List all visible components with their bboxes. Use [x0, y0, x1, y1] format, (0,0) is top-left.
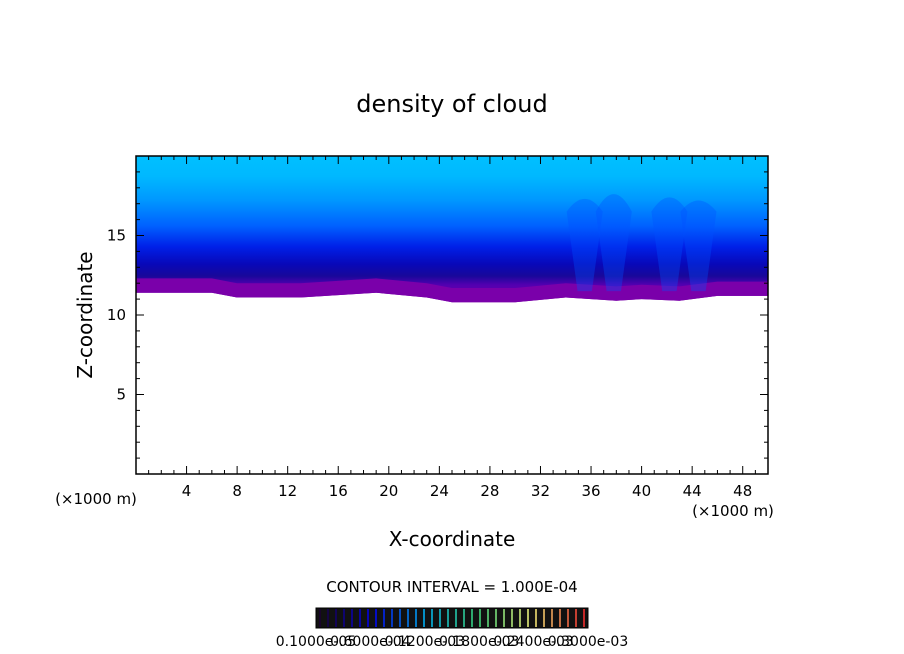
- colorbar-tick-label: 0.2400e-03: [493, 634, 573, 650]
- colorbar-tick-label: 0.1800e-03: [439, 634, 519, 650]
- y-tick-label: 5: [116, 386, 126, 404]
- colorbar-tick-label: 0.3000e-03: [548, 634, 628, 650]
- colorbar-tick-label: 0.1000e-05: [276, 634, 356, 650]
- convective-tower-0: [566, 198, 603, 292]
- colorbar-frame: [315, 607, 589, 629]
- cloud-base-band: [136, 278, 768, 303]
- cloud-features: [136, 194, 768, 303]
- chart-title: density of cloud: [356, 90, 547, 118]
- x-unit-right: (×1000 m): [692, 502, 774, 520]
- colorbar-tick-label: 0.1200e-03: [385, 634, 465, 650]
- colorbar-tick-label: 0.6000e-04: [330, 634, 411, 650]
- x-tick-label: 24: [430, 482, 449, 500]
- x-tick-label: 28: [480, 482, 499, 500]
- x-tick-label: 36: [581, 482, 600, 500]
- y-tick-label: 15: [107, 227, 126, 245]
- convective-tower-2: [651, 197, 688, 292]
- x-axis: 4 8 12 16 20 24 28 32 36 40 44 48: [148, 156, 756, 500]
- convective-tower-1: [595, 194, 632, 292]
- x-tick-label: 16: [329, 482, 348, 500]
- colorbar-labels: 0.1000e-050.6000e-040.1200e-030.1800e-03…: [276, 634, 628, 650]
- x-tick-label: 40: [632, 482, 651, 500]
- y-axis: 5 10 15: [107, 171, 768, 459]
- x-tick-label: 44: [683, 482, 702, 500]
- convective-tower-3: [680, 200, 717, 292]
- cloud-density-field: [136, 156, 768, 303]
- y-axis-label: Z-coordinate: [73, 251, 97, 378]
- x-tick-label: 4: [182, 482, 192, 500]
- x-tick-label: 20: [379, 482, 398, 500]
- plot-area: [136, 156, 768, 474]
- x-tick-label: 32: [531, 482, 550, 500]
- x-tick-label: 12: [278, 482, 297, 500]
- y-tick-label: 10: [107, 306, 126, 324]
- x-tick-label: 8: [232, 482, 242, 500]
- x-tick-label: 48: [733, 482, 752, 500]
- x-axis-label: X-coordinate: [389, 527, 516, 551]
- colorbar: [315, 607, 589, 629]
- contour-interval-label: CONTOUR INTERVAL = 1.000E-04: [326, 578, 577, 596]
- x-unit-left: (×1000 m): [55, 490, 137, 508]
